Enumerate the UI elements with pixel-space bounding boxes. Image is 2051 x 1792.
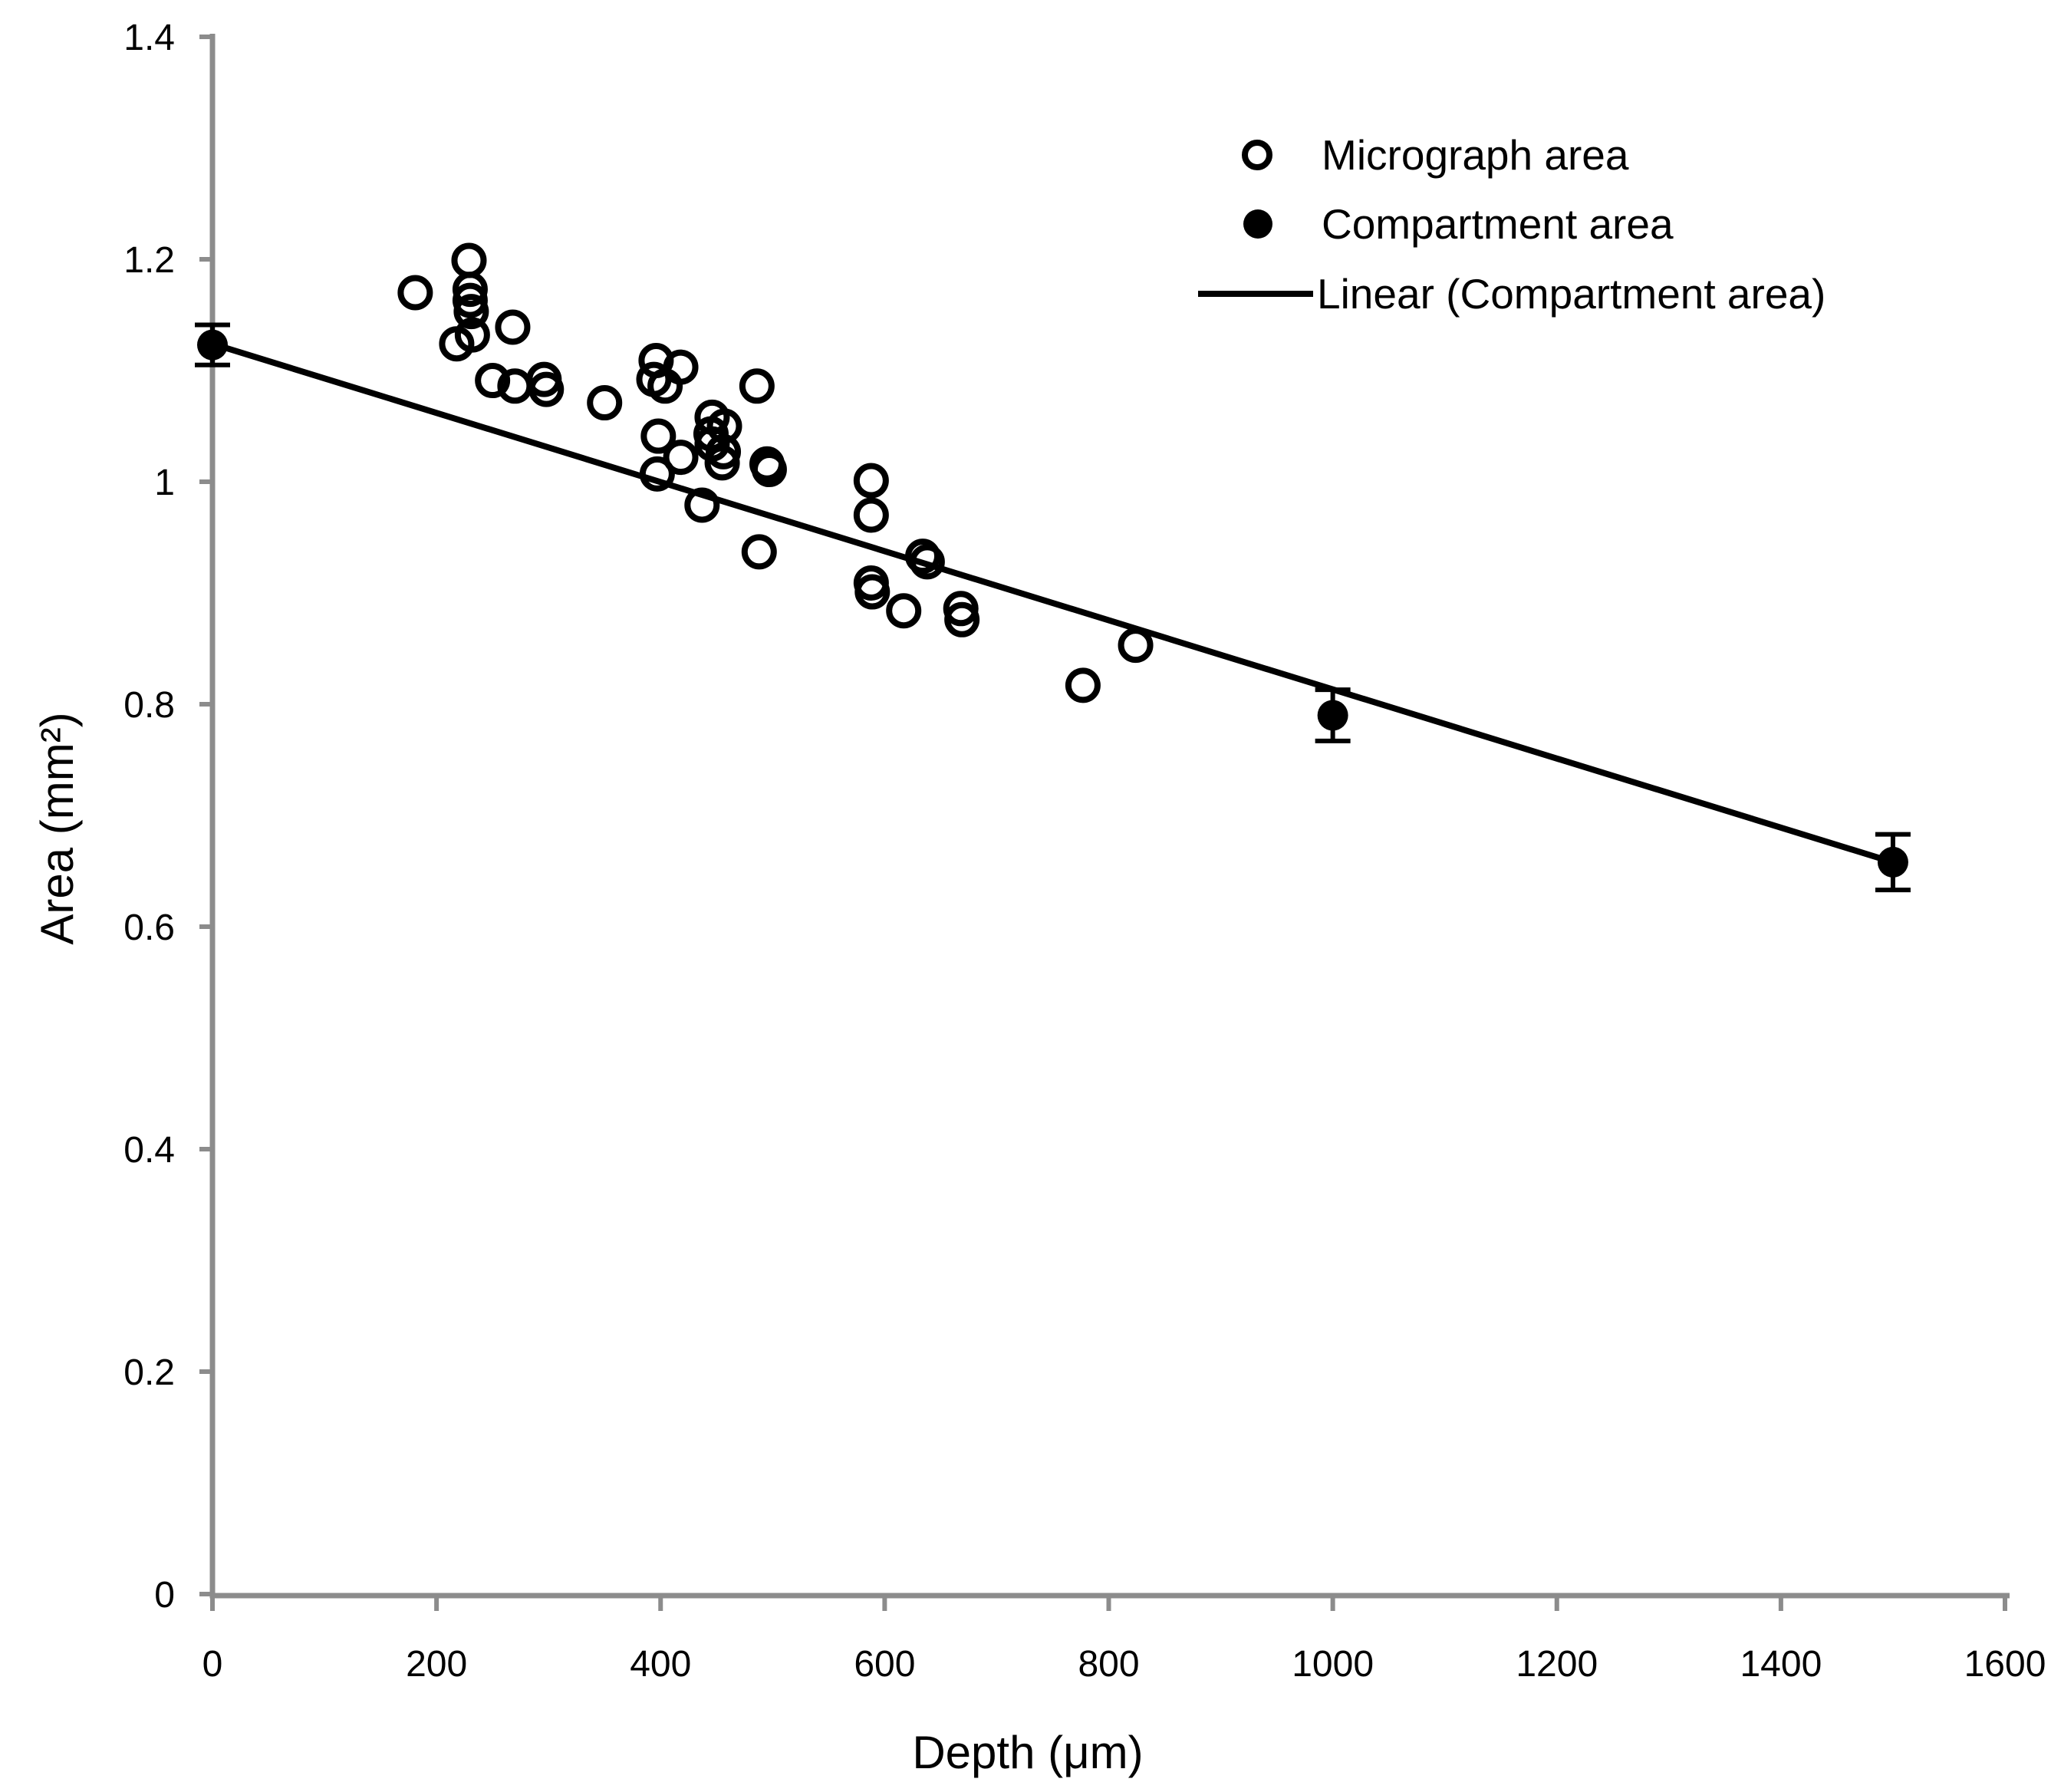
y-tick-label: 0 (154, 1575, 175, 1616)
y-axis-ticks: 0 0.2 0.4 0.6 0.8 1 1.2 1.4 (123, 18, 212, 1616)
legend: Micrograph area Compartment area Linear … (1198, 131, 1825, 318)
x-tick-label: 1600 (1964, 1644, 2046, 1685)
micrograph-data-point (528, 371, 565, 407)
micrograph-area-points (397, 242, 1154, 703)
micrograph-data-point (451, 242, 487, 278)
micrograph-data-point (647, 368, 683, 404)
micrograph-data-point (944, 601, 980, 637)
micrograph-data-point (1118, 628, 1154, 664)
compartment-area-points (195, 322, 1911, 893)
micrograph-data-point (739, 368, 775, 404)
compartment-data-point (1317, 700, 1348, 731)
micrograph-data-point (452, 272, 488, 308)
linear-fit-line (211, 341, 1895, 865)
legend-item-linear: Linear (Compartment area) (1198, 270, 1825, 318)
y-tick-label: 0.8 (123, 685, 175, 726)
micrograph-data-point (684, 487, 720, 523)
x-tick-label: 200 (406, 1644, 467, 1685)
micrograph-data-point (853, 463, 889, 499)
micrograph-data-point (397, 275, 433, 311)
y-tick-label: 1.2 (123, 240, 175, 281)
compartment-data-point (1877, 846, 1908, 878)
legend-label-linear: Linear (Compartment area) (1317, 270, 1825, 318)
x-tick-label: 400 (630, 1644, 691, 1685)
micrograph-data-point (741, 534, 777, 570)
legend-item-micrograph: Micrograph area (1242, 131, 1629, 179)
micrograph-data-point (453, 294, 489, 330)
x-tick-label: 1400 (1740, 1644, 1822, 1685)
y-tick-label: 1.4 (123, 18, 175, 58)
micrograph-data-point (704, 445, 740, 481)
micrograph-data-point (639, 456, 675, 492)
y-tick-label: 0.4 (123, 1130, 175, 1171)
x-tick-label: 1000 (1292, 1644, 1374, 1685)
micrograph-data-point (886, 593, 922, 629)
x-tick-label: 0 (202, 1644, 223, 1685)
y-tick-label: 0.2 (123, 1352, 175, 1393)
micrograph-data-point (1065, 667, 1101, 703)
x-tick-label: 600 (854, 1644, 915, 1685)
legend-label-compartment: Compartment area (1322, 200, 1674, 248)
legend-label-micrograph: Micrograph area (1322, 131, 1629, 179)
trendline (211, 341, 1895, 865)
micrograph-data-point (853, 497, 889, 533)
x-axis-ticks: 0 200 400 600 800 1000 1200 1400 1600 (202, 1596, 2046, 1685)
micrograph-data-point (475, 363, 511, 399)
y-axis-title: Area (mm²) (31, 712, 83, 944)
micrograph-data-point (640, 418, 677, 454)
micrograph-data-point (663, 440, 699, 476)
open-circle-marker-icon (1242, 140, 1272, 170)
micrograph-data-point (905, 539, 941, 575)
micrograph-data-point (439, 326, 475, 362)
compartment-data-point (197, 329, 228, 361)
legend-item-compartment: Compartment area (1243, 200, 1674, 248)
micrograph-data-point (587, 385, 623, 421)
filled-circle-marker-icon (1243, 209, 1272, 239)
micrograph-data-point (751, 452, 787, 488)
x-tick-label: 1200 (1516, 1644, 1598, 1685)
micrograph-data-point (495, 309, 531, 345)
y-tick-label: 0.6 (123, 908, 175, 948)
y-tick-label: 1 (154, 463, 175, 503)
x-tick-label: 800 (1078, 1644, 1139, 1685)
x-axis-title: Depth (μm) (912, 1727, 1143, 1778)
micrograph-data-point (909, 544, 945, 580)
micrograph-data-point (854, 574, 891, 610)
